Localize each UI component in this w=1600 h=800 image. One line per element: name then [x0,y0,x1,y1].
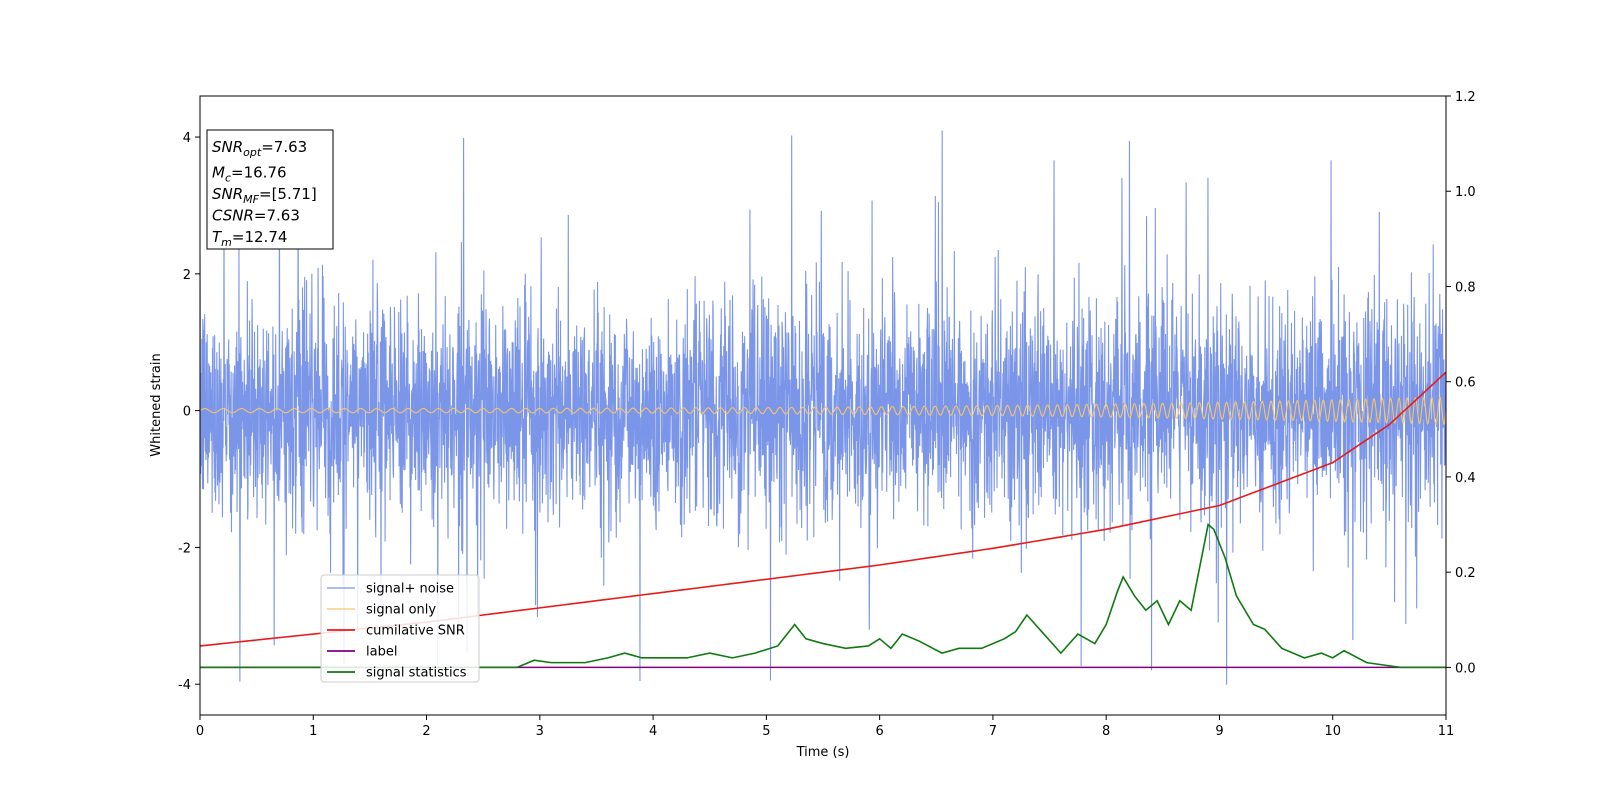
x-tick-label: 5 [762,724,770,739]
y2-tick-label: 0.0 [1455,661,1476,676]
annotation-value: =16.76 [231,164,287,182]
x-tick-label: 4 [649,724,657,739]
legend-label: cumilative SNR [366,624,465,639]
y-axis-label: Whitened strain [149,353,164,456]
y-tick-label: 0 [183,405,191,420]
x-tick-label: 9 [1215,724,1223,739]
annotation-line: Mc=16.76 [212,164,287,185]
annotation-line: CSNR=7.63 [212,207,300,225]
x-tick-label: 2 [422,724,430,739]
x-tick-label: 0 [196,724,204,739]
annotation-value: =[5.71] [259,185,317,203]
series-line-signal-statistics [200,523,1446,669]
annotation-symbol: SNR [212,185,243,203]
x-tick-label: 10 [1324,724,1341,739]
annotation-value: =7.63 [261,138,307,156]
annotation-line: SNRopt=7.63 [212,138,307,159]
annotation-subscript: MF [243,193,259,206]
annotation-line: Tm=12.74 [212,228,287,249]
x-tick-label: 11 [1438,724,1455,739]
annotation-symbol: T [212,228,223,246]
x-tick-label: 8 [1102,724,1110,739]
legend-label: signal+ noise [366,582,454,597]
y2-tick-label: 0.2 [1455,566,1476,581]
y-tick-label: -2 [178,541,191,556]
annotation-subscript: opt [243,146,262,159]
axes-frame [199,95,1447,716]
y-axis-right: 0.0 0.2 0.4 0.6 0.8 1.0 1.2 [1446,90,1476,676]
y2-tick-label: 0.8 [1455,280,1476,295]
x-tick-label: 1 [309,724,317,739]
y-tick-label: 2 [183,268,191,283]
series-line-signal-only [200,396,1446,426]
x-axis-label: Time (s) [796,745,850,760]
y-axis-left: -4 -2 0 2 4 [178,131,200,693]
y2-tick-label: 1.2 [1455,90,1476,105]
legend: signal+ noise signal only cumilative SNR la… [320,574,480,683]
x-tick-label: 6 [875,724,883,739]
annotation-symbol: M [212,164,225,182]
legend-label: signal statistics [366,666,467,681]
y2-tick-label: 1.0 [1455,185,1476,200]
x-axis: 0 1 2 3 4 5 6 7 8 9 10 11 [196,715,1454,739]
annotation-value: =12.74 [232,228,288,246]
annotation-box: SNRopt=7.63Mc=16.76SNRMF=[5.71]CSNR=7.63… [206,129,334,250]
legend-frame [320,574,480,683]
annotation-symbol: CSNR [212,207,254,225]
annotation-value: =7.63 [254,207,300,225]
annotation-subscript: m [221,236,232,249]
x-tick-label: 7 [989,724,997,739]
legend-label: signal only [366,603,436,618]
x-tick-label: 3 [536,724,544,739]
y-tick-label: -4 [178,678,191,693]
annotation-line: SNRMF=[5.71] [212,185,317,206]
annotation-frame [206,129,334,250]
annotation-subscript: c [225,172,231,185]
y2-tick-label: 0.6 [1455,376,1476,391]
legend-label: label [366,645,397,660]
y-tick-label: 4 [183,131,191,146]
y2-tick-label: 0.4 [1455,471,1476,486]
annotation-symbol: SNR [212,138,243,156]
